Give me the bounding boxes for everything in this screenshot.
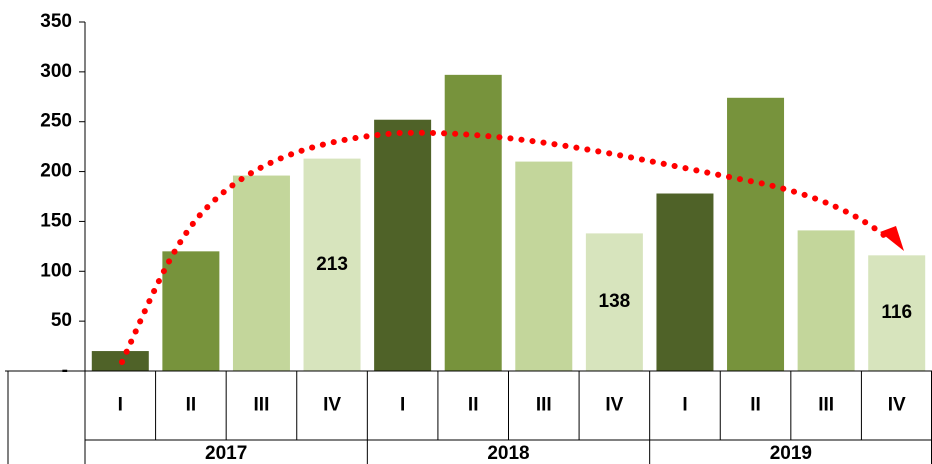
bar bbox=[444, 74, 502, 371]
group-label: 2019 bbox=[770, 443, 812, 464]
trend-arrow bbox=[880, 226, 904, 251]
trend-curve bbox=[119, 129, 893, 365]
y-tick-label: 350 bbox=[40, 11, 72, 32]
group-label: 2017 bbox=[205, 443, 247, 464]
y-tick-label: 150 bbox=[40, 210, 72, 231]
bar bbox=[656, 193, 714, 371]
x-tick-label: III bbox=[254, 395, 270, 416]
y-tick-label: 250 bbox=[40, 111, 72, 132]
bar bbox=[515, 161, 573, 371]
x-tick-label: II bbox=[468, 395, 479, 416]
y-tick-label: 300 bbox=[40, 61, 72, 82]
bar bbox=[868, 255, 926, 371]
x-tick-label: I bbox=[118, 395, 123, 416]
x-tick-label: II bbox=[750, 395, 761, 416]
bar bbox=[585, 233, 643, 371]
bar bbox=[162, 251, 220, 371]
bar bbox=[374, 119, 432, 371]
data-label: 213 bbox=[316, 254, 348, 275]
x-tick-label: III bbox=[818, 395, 834, 416]
y-tick-label: 100 bbox=[40, 260, 72, 281]
bar bbox=[232, 175, 290, 371]
x-tick-label: II bbox=[186, 395, 197, 416]
x-tick-label: IV bbox=[605, 395, 623, 416]
data-label: 138 bbox=[599, 291, 631, 312]
data-label: 116 bbox=[881, 302, 912, 323]
x-tick-label: I bbox=[682, 395, 687, 416]
y-tick-label: 200 bbox=[40, 161, 72, 182]
bar bbox=[797, 230, 855, 371]
y-tick-label: 50 bbox=[51, 310, 72, 331]
group-label: 2018 bbox=[487, 443, 529, 464]
x-tick-label: IV bbox=[888, 395, 906, 416]
x-tick-label: IV bbox=[323, 395, 341, 416]
x-tick-label: III bbox=[536, 395, 552, 416]
x-tick-label: I bbox=[400, 395, 405, 416]
bar bbox=[727, 97, 785, 371]
bar bbox=[303, 158, 361, 371]
